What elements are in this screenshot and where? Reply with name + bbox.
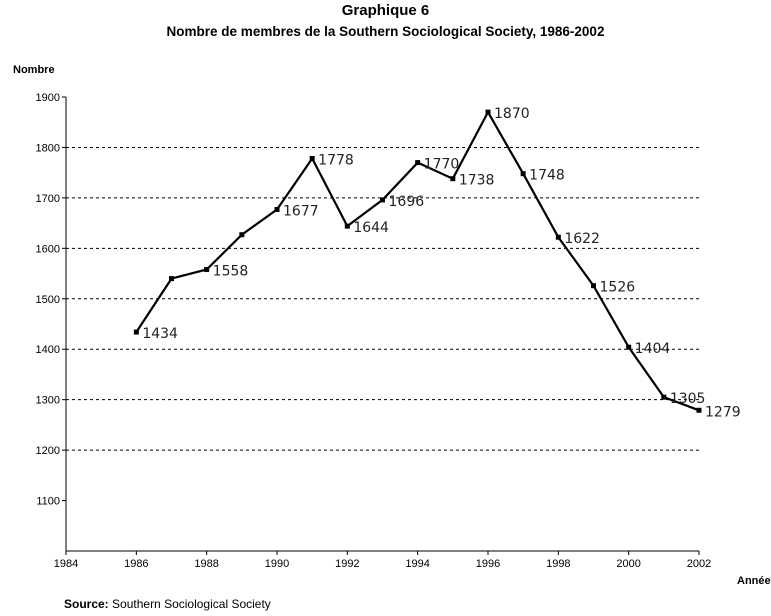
data-label: 1677	[283, 203, 319, 219]
chart-title: Graphique 6	[341, 2, 430, 19]
y-tick-label: 1600	[36, 243, 60, 255]
data-label: 1696	[389, 194, 425, 210]
series-line	[135, 109, 700, 412]
data-label: 1558	[213, 264, 249, 280]
data-label: 1622	[564, 231, 600, 247]
data-point	[485, 109, 491, 115]
data-point	[204, 267, 210, 273]
source-note: Source: Southern Sociological Society	[64, 597, 271, 611]
axes	[65, 97, 699, 552]
y-tick-label: 1400	[36, 344, 60, 356]
data-label: 1770	[424, 157, 460, 173]
data-label: 1526	[600, 280, 636, 296]
x-tick-label: 2000	[616, 558, 640, 570]
data-label: 1305	[670, 391, 706, 407]
chart-subtitle: Nombre de membres de la Southern Sociolo…	[166, 24, 605, 39]
data-point	[415, 160, 421, 166]
x-axis-label: Année	[737, 575, 771, 587]
x-tick-label: 1988	[194, 558, 218, 570]
y-tick-label: 1800	[36, 142, 60, 154]
y-axis-label: Nombre	[13, 64, 55, 76]
data-point	[661, 394, 667, 400]
x-tick-label: 1998	[546, 558, 570, 570]
source-text: Southern Sociological Society	[112, 597, 271, 611]
data-point	[626, 344, 632, 350]
data-label: 1279	[705, 404, 741, 420]
y-tick-label: 1700	[36, 193, 60, 205]
data-point	[309, 156, 315, 162]
x-tick-label: 2002	[687, 558, 711, 570]
gridlines	[66, 146, 699, 451]
data-point	[169, 276, 174, 282]
data-point	[450, 176, 456, 182]
data-label: 1644	[353, 220, 389, 236]
data-point	[591, 283, 596, 289]
x-tick-label: 1984	[54, 558, 78, 570]
y-axis-ticks: 1100 1200 1300 1400 1500 1600 1700 1800 1900	[36, 92, 66, 508]
y-tick-label: 1100	[36, 496, 60, 508]
data-point	[239, 232, 245, 238]
data-label: 1434	[142, 326, 178, 342]
x-tick-label: 1994	[405, 558, 429, 570]
data-point	[133, 329, 139, 335]
data-point	[555, 234, 561, 240]
data-point	[380, 197, 385, 203]
y-tick-label: 1500	[36, 294, 60, 306]
data-label: 1778	[318, 153, 354, 169]
x-tick-label: 1990	[265, 558, 289, 570]
data-label: 1404	[635, 341, 671, 357]
x-tick-label: 1996	[476, 558, 500, 570]
x-tick-label: 1992	[335, 558, 359, 570]
data-label: 1738	[459, 173, 495, 189]
series-path	[135, 109, 700, 412]
data-point	[696, 407, 702, 413]
x-axis-ticks: 1984 1986 1988 1990 1992 1994 1996 1998 2000 2002	[54, 551, 711, 570]
data-label: 1870	[494, 106, 530, 122]
data-label: 1748	[529, 168, 565, 184]
data-point	[344, 223, 350, 229]
x-tick-label: 1986	[124, 558, 148, 570]
source-label: Source:	[64, 597, 109, 611]
data-points	[133, 109, 702, 413]
data-point	[274, 206, 280, 212]
data-point	[520, 171, 526, 177]
y-tick-label: 1200	[36, 445, 60, 457]
y-tick-label: 1300	[36, 395, 60, 407]
y-tick-label: 1900	[36, 92, 60, 104]
